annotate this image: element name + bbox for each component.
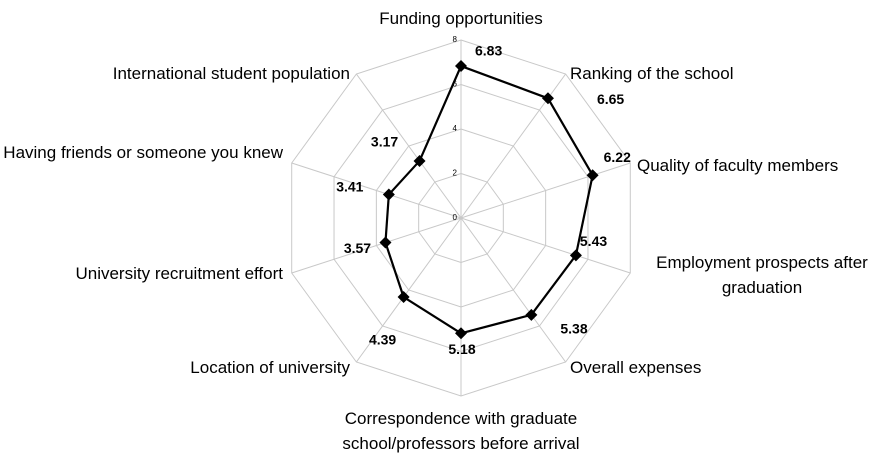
- value-label: 3.41: [336, 178, 363, 194]
- spoke: [460, 217, 631, 274]
- r-tick-label: 8: [453, 35, 458, 44]
- category-label: Correspondence with graduate school/prof…: [342, 409, 580, 453]
- category-label: Quality of faculty members: [637, 156, 839, 175]
- category-label: Ranking of the school: [570, 64, 734, 83]
- marker: [455, 327, 467, 340]
- category-label: Overall expenses: [570, 358, 702, 377]
- value-label: 5.18: [448, 341, 475, 357]
- category-label: Location of university: [190, 358, 350, 377]
- marker: [397, 291, 410, 304]
- spoke: [291, 162, 462, 219]
- spoke: [291, 217, 462, 274]
- category-label: Funding opportunities: [379, 9, 543, 28]
- value-label: 4.39: [369, 332, 396, 348]
- marker: [525, 308, 538, 321]
- spoke: [355, 217, 462, 363]
- r-tick-label: 4: [453, 124, 458, 133]
- series-line: [384, 64, 594, 335]
- r-tick-label: 0: [453, 213, 458, 222]
- value-label: 6.83: [475, 43, 502, 59]
- spoke: [460, 162, 631, 219]
- category-label: Having friends or someone you knew: [3, 143, 283, 162]
- marker: [455, 60, 467, 73]
- marker: [413, 154, 426, 167]
- marker: [382, 188, 395, 201]
- spoke: [355, 73, 462, 219]
- spoke: [460, 217, 567, 363]
- category-label: Employment prospects after graduation: [656, 253, 868, 297]
- value-label: 6.22: [604, 149, 631, 165]
- marker: [379, 236, 392, 249]
- value-label: 5.43: [580, 233, 607, 249]
- marker: [586, 169, 599, 182]
- marker: [541, 92, 554, 105]
- value-label: 3.57: [344, 240, 371, 256]
- category-label: University recruitment effort: [75, 264, 283, 283]
- r-tick-label: 2: [453, 169, 458, 178]
- r-tick-label: 6: [453, 80, 458, 89]
- value-label: 3.17: [371, 134, 398, 150]
- value-label: 6.65: [597, 91, 624, 107]
- value-label: 5.38: [560, 321, 587, 337]
- marker: [569, 249, 582, 262]
- category-label: International student population: [112, 64, 350, 83]
